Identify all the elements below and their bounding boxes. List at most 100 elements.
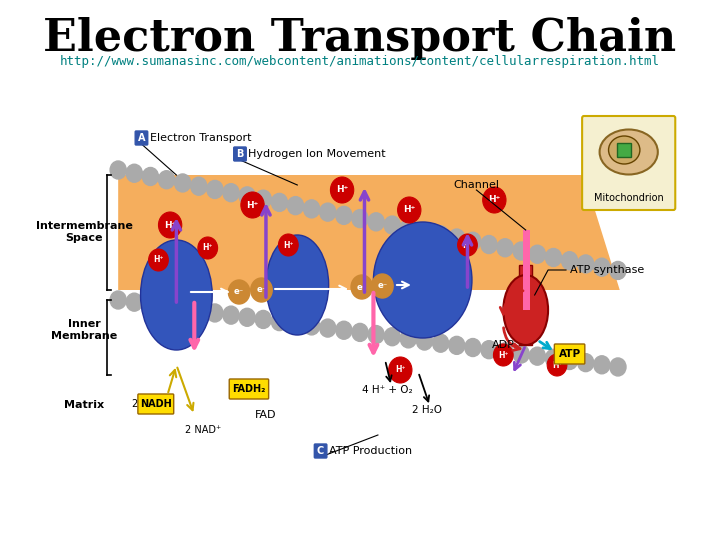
Ellipse shape [600, 130, 658, 174]
Circle shape [158, 212, 181, 238]
Circle shape [497, 343, 513, 361]
Circle shape [351, 275, 372, 299]
Text: H⁺: H⁺ [202, 244, 213, 253]
Circle shape [271, 313, 287, 330]
Circle shape [400, 219, 416, 237]
Circle shape [368, 213, 384, 231]
Text: Electron Transport Chain: Electron Transport Chain [43, 17, 677, 59]
Text: B: B [236, 149, 243, 159]
Circle shape [336, 321, 352, 339]
Text: H⁺: H⁺ [395, 366, 405, 375]
Circle shape [320, 319, 336, 337]
Circle shape [610, 261, 626, 279]
Text: FADH₂: FADH₂ [233, 384, 266, 394]
Text: Hydrogen Ion Movement: Hydrogen Ion Movement [248, 149, 386, 159]
Circle shape [126, 293, 143, 311]
Circle shape [241, 192, 264, 218]
Circle shape [110, 291, 126, 309]
Circle shape [207, 304, 223, 322]
Text: 2: 2 [131, 399, 138, 409]
Circle shape [594, 258, 610, 276]
Text: H⁺: H⁺ [283, 240, 294, 249]
Text: e⁻: e⁻ [356, 282, 367, 292]
Text: C: C [317, 446, 324, 456]
FancyBboxPatch shape [554, 344, 585, 364]
Circle shape [271, 193, 287, 211]
Text: ADP: ADP [492, 340, 515, 350]
Circle shape [336, 206, 352, 224]
Text: ATP: ATP [559, 349, 580, 359]
Circle shape [546, 349, 562, 367]
Circle shape [207, 180, 223, 198]
Circle shape [158, 171, 174, 188]
Circle shape [562, 352, 577, 369]
Ellipse shape [374, 222, 472, 338]
Circle shape [287, 315, 304, 333]
Circle shape [562, 252, 577, 269]
Circle shape [482, 187, 506, 213]
Circle shape [465, 339, 481, 356]
Ellipse shape [503, 275, 548, 345]
Circle shape [239, 308, 255, 326]
Circle shape [384, 328, 400, 346]
Text: H⁺: H⁺ [246, 200, 258, 210]
Circle shape [546, 248, 562, 266]
Circle shape [304, 200, 320, 218]
Text: e⁻: e⁻ [234, 287, 244, 296]
Text: e⁻: e⁻ [256, 286, 266, 294]
Circle shape [416, 222, 433, 240]
Circle shape [416, 332, 433, 350]
Text: e⁻: e⁻ [377, 281, 387, 291]
Text: H⁺: H⁺ [403, 206, 415, 214]
Text: FAD: FAD [255, 410, 276, 420]
Circle shape [433, 226, 449, 244]
Text: H⁺: H⁺ [462, 240, 473, 249]
Circle shape [389, 357, 412, 383]
Circle shape [433, 334, 449, 352]
Circle shape [594, 356, 610, 374]
Circle shape [174, 300, 191, 318]
Circle shape [198, 237, 217, 259]
Text: H⁺: H⁺ [498, 350, 508, 360]
Circle shape [529, 347, 546, 365]
Circle shape [126, 164, 143, 182]
Text: Mitochondrion: Mitochondrion [594, 193, 664, 203]
Circle shape [577, 354, 594, 372]
Circle shape [481, 235, 497, 253]
Circle shape [352, 323, 368, 341]
Circle shape [239, 187, 255, 205]
Text: H⁺: H⁺ [488, 195, 500, 205]
Text: Matrix: Matrix [64, 400, 104, 410]
Ellipse shape [140, 240, 212, 350]
Circle shape [372, 274, 393, 298]
Text: H⁺: H⁺ [153, 255, 163, 265]
Circle shape [458, 234, 477, 256]
Text: H⁺: H⁺ [552, 361, 562, 369]
FancyBboxPatch shape [582, 116, 675, 210]
Circle shape [148, 249, 168, 271]
Circle shape [529, 245, 546, 263]
Circle shape [449, 229, 465, 247]
Circle shape [287, 197, 304, 214]
Circle shape [223, 306, 239, 324]
Circle shape [547, 354, 567, 376]
FancyBboxPatch shape [229, 379, 269, 399]
Text: http://www.sumanasinc.com/webcontent/animations/content/cellularrespiration.html: http://www.sumanasinc.com/webcontent/ani… [60, 56, 660, 69]
Text: NADH: NADH [140, 399, 171, 409]
Circle shape [255, 310, 271, 328]
Circle shape [577, 255, 594, 273]
Circle shape [513, 242, 529, 260]
Bar [523, 230, 530, 310]
Circle shape [397, 197, 421, 223]
Circle shape [110, 161, 126, 179]
Circle shape [255, 190, 271, 208]
Circle shape [368, 326, 384, 343]
Circle shape [330, 177, 354, 203]
Circle shape [320, 203, 336, 221]
Text: H⁺: H⁺ [164, 220, 176, 230]
Circle shape [279, 234, 298, 256]
Circle shape [228, 280, 250, 304]
FancyBboxPatch shape [138, 394, 174, 414]
Ellipse shape [608, 136, 640, 164]
Circle shape [143, 295, 158, 313]
